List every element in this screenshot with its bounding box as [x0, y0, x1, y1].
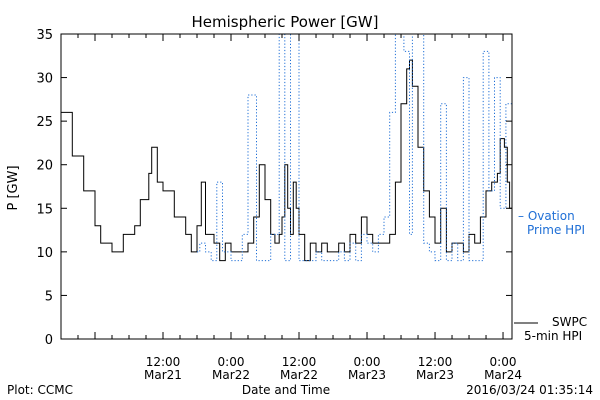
x-tick-label-time: 0:00: [218, 355, 245, 369]
legend-swpc-line1: SWPC: [552, 315, 587, 329]
x-tick-label-time: 0:00: [490, 355, 517, 369]
footer-timestamp: 2016/03/24 01:35:14: [466, 383, 593, 397]
y-tick-label: 15: [36, 202, 53, 217]
y-tick-label: 0: [45, 333, 53, 348]
legend-ovation: – Ovation Prime HPI: [518, 209, 585, 237]
x-tick-label-date: Mar22: [280, 368, 318, 382]
y-tick-label: 35: [36, 28, 53, 43]
footer-axis-caption: Date and Time: [242, 383, 330, 397]
legend-ovation-line2: Prime HPI: [527, 223, 585, 237]
chart-title: Hemispheric Power [GW]: [192, 13, 379, 31]
series-swpc-line: [61, 59, 513, 262]
x-tick-label-date: Mar24: [484, 368, 522, 382]
y-tick-label: 5: [45, 289, 53, 304]
x-tick-label-date: Mar22: [212, 368, 250, 382]
x-tick-label-date: Mar23: [348, 368, 386, 382]
footer-plot-credit: Plot: CCMC: [7, 383, 73, 397]
y-tick-label: 30: [36, 72, 53, 87]
x-tick-label-date: Mar23: [416, 368, 454, 382]
series-ovation-line: [197, 33, 513, 262]
x-tick-label-time: 12:00: [146, 355, 181, 369]
y-tick-label: 25: [36, 115, 53, 130]
x-tick-label-date: Mar21: [144, 368, 182, 382]
legend-swpc: SWPC 5-min HPI: [514, 315, 587, 343]
x-tick-label-time: 12:00: [282, 355, 317, 369]
legend-swpc-line2: 5-min HPI: [524, 329, 582, 343]
y-tick-label: 20: [36, 159, 53, 174]
plot-frame: [60, 33, 513, 340]
legend-ovation-line1: – Ovation: [518, 209, 575, 223]
x-tick-label-time: 0:00: [354, 355, 381, 369]
x-tick-label-time: 12:00: [418, 355, 453, 369]
y-axis-label: P [GW]: [6, 165, 21, 210]
y-tick-label: 10: [36, 246, 53, 261]
